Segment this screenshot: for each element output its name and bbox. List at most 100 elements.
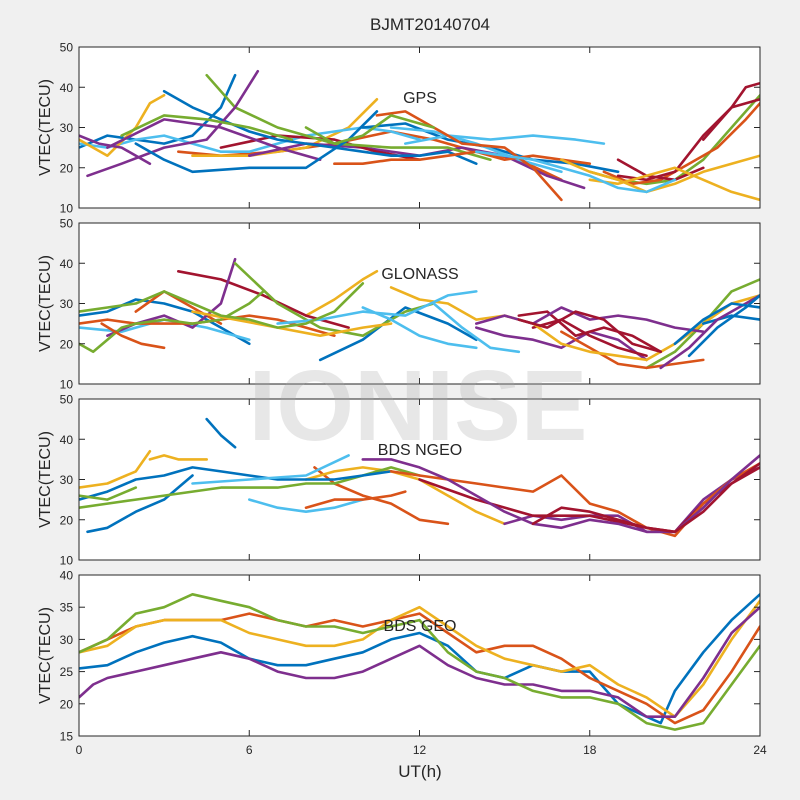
gps-series-line	[403, 134, 606, 145]
bds-geo-y-tick-label: 30	[60, 633, 74, 647]
gps-series-line	[602, 102, 760, 186]
bds-ngeo-series-line	[531, 462, 760, 534]
bds-ngeo-y-tick-label: 20	[60, 513, 74, 527]
glonass-series-line	[659, 294, 760, 370]
glonass-y-tick-label: 30	[60, 297, 74, 311]
gps-y-tick-label: 30	[60, 121, 74, 135]
glonass-series-line	[191, 310, 393, 338]
panels: 10 20 30 40 50 GPS VTEC(TECU) 10 20 30 40 50 GLONASS…	[37, 41, 767, 758]
bds-geo-x-tick-label: 6	[246, 743, 253, 757]
panel-gps: 10 20 30 40 50 GPS VTEC(TECU)	[37, 41, 761, 216]
glonass-series-line	[687, 294, 760, 358]
gps-series-line	[86, 69, 260, 178]
gps-series-line	[375, 110, 563, 202]
bds-ngeo-series-line	[304, 490, 407, 510]
bds-ngeo-series-line	[86, 474, 194, 534]
bds-geo-panel-label: BDS GEO	[384, 618, 457, 635]
bds-ngeo-series-line	[361, 454, 760, 534]
glonass-series-line	[100, 322, 166, 350]
gps-series-line	[333, 150, 592, 165]
glonass-y-tick-label: 20	[60, 337, 74, 351]
bds-ngeo-series-line	[313, 466, 450, 526]
gps-series-line	[120, 114, 294, 141]
glonass-series-line	[318, 306, 478, 362]
gps-series-line	[588, 166, 760, 202]
glonass-series-line	[79, 282, 365, 329]
panel-glonass: 10 20 30 40 50 GLONASS VTEC(TECU)	[37, 217, 761, 392]
glonass-series-line	[673, 302, 760, 346]
bds-geo-y-tick-label: 40	[60, 569, 74, 583]
bds-ngeo-series-group	[79, 417, 760, 538]
gps-series-group	[79, 69, 760, 202]
gps-series-line	[79, 134, 152, 165]
bds-ngeo-y-tick-label: 10	[60, 554, 74, 568]
bds-ngeo-series-line	[389, 462, 760, 538]
bds-geo-series-line	[79, 592, 760, 725]
x-axis-label: UT(h)	[398, 762, 441, 781]
glonass-series-line	[701, 314, 760, 325]
bds-ngeo-series-line	[191, 454, 350, 485]
glonass-series-line	[432, 302, 521, 354]
bds-ngeo-series-line	[79, 466, 393, 501]
bds-ngeo-y-tick-label: 50	[60, 393, 74, 407]
bds-ngeo-y-tick-label: 30	[60, 473, 74, 487]
bds-ngeo-series-line	[148, 454, 208, 461]
gps-series-line	[106, 118, 322, 161]
glonass-series-line	[560, 330, 705, 370]
bds-ngeo-y-axis-label: VTEC(TECU)	[37, 431, 54, 528]
bds-geo-y-tick-label: 15	[60, 730, 74, 744]
glonass-series-line	[474, 306, 705, 334]
gps-series-line	[79, 73, 237, 149]
glonass-series-line	[531, 318, 648, 358]
bds-ngeo-y-tick-label: 40	[60, 433, 74, 447]
bds-geo-series-group	[79, 592, 760, 731]
bds-ngeo-series-line	[79, 449, 152, 489]
glonass-series-group	[79, 257, 760, 370]
bds-geo-plot-area	[79, 575, 760, 736]
gps-series-line	[474, 150, 677, 194]
glonass-series-line	[474, 326, 648, 362]
gps-series-line	[701, 81, 760, 141]
bds-geo-x-tick-label: 12	[413, 743, 427, 757]
bds-geo-x-tick-label: 18	[583, 743, 597, 757]
glonass-y-tick-label: 50	[60, 217, 74, 231]
bds-geo-x-tick-label: 24	[753, 743, 767, 757]
glonass-series-line	[361, 306, 478, 350]
bds-ngeo-series-line	[304, 466, 506, 526]
bds-ngeo-series-line	[79, 486, 138, 501]
bds-ngeo-panel-label: BDS NGEO	[378, 442, 462, 459]
gps-y-axis-label: VTEC(TECU)	[37, 79, 54, 176]
bds-geo-series-line	[79, 605, 760, 719]
gps-series-line	[616, 98, 760, 182]
glonass-y-tick-label: 40	[60, 257, 74, 271]
glonass-series-line	[517, 310, 663, 354]
watermark: IONISE	[249, 350, 588, 462]
glonass-series-line	[304, 269, 379, 317]
gps-y-tick-label: 40	[60, 81, 74, 95]
gps-series-line	[191, 98, 379, 157]
bds-geo-y-tick-label: 20	[60, 697, 74, 711]
bds-ngeo-series-line	[205, 417, 237, 449]
panel-bds-ngeo: 10 20 30 40 50 BDS NGEO VTEC(TECU)	[37, 393, 761, 568]
glonass-panel-label: GLONASS	[381, 266, 458, 283]
bds-geo-y-tick-label: 35	[60, 601, 74, 615]
bds-geo-series-line	[79, 592, 760, 731]
bds-geo-series-line	[79, 599, 760, 719]
bds-geo-x-tick-label: 0	[76, 743, 83, 757]
gps-y-tick-label: 10	[60, 202, 74, 216]
gps-series-line	[162, 90, 478, 165]
gps-panel-label: GPS	[403, 90, 437, 107]
glonass-series-line	[79, 298, 251, 346]
panel-bds-geo: 15 20 25 30 35 40 0 6 12 18 24 BDS GEO VTEC(TECU)	[37, 569, 767, 758]
bds-ngeo-series-line	[248, 498, 365, 514]
bds-geo-y-axis-label: VTEC(TECU)	[37, 607, 54, 704]
gps-series-line	[389, 126, 563, 174]
bds-geo-y-tick-label: 25	[60, 665, 74, 679]
glonass-y-tick-label: 10	[60, 378, 74, 392]
glonass-series-line	[79, 290, 265, 354]
glonass-y-axis-label: VTEC(TECU)	[37, 255, 54, 352]
gps-y-tick-label: 20	[60, 161, 74, 175]
figure-title: BJMT20140704	[370, 15, 490, 34]
gps-series-line	[560, 154, 760, 194]
